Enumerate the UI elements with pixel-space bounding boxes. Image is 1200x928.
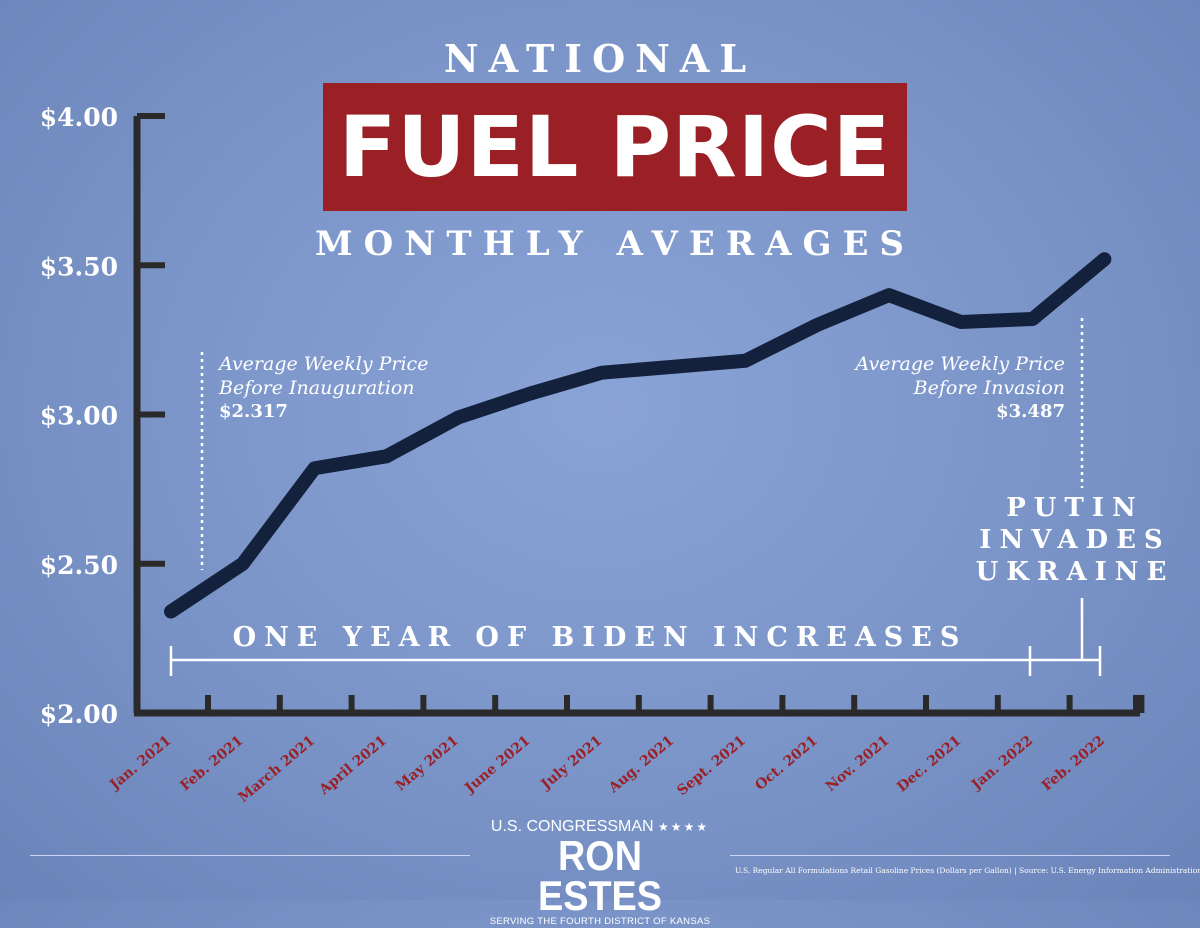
footer-divider-right	[730, 855, 1170, 856]
logo-name: RON ESTES	[538, 832, 662, 919]
data-point	[380, 450, 393, 463]
logo-tagline: SERVING THE FOURTH DISTRICT OF KANSAS	[489, 916, 711, 927]
x-tick-label: Dec. 2021	[894, 733, 964, 796]
x-tick-label: Feb. 2021	[177, 733, 246, 794]
x-tick-label: Nov. 2021	[823, 733, 893, 795]
title-national: NATIONAL	[443, 36, 757, 81]
x-tick-label: Feb. 2022	[1039, 733, 1108, 794]
source-note: U.S. Regular All Formulations Retail Gas…	[735, 866, 1200, 875]
chart-series	[164, 252, 1112, 619]
y-tick-label: $2.50	[40, 551, 118, 580]
chart-markers	[169, 318, 1102, 676]
x-tick-label: July 2021	[537, 733, 606, 794]
logo-title: U.S. CONGRESSMAN ★★★★	[480, 818, 720, 836]
putin-invades-ukraine-label: PUTIN INVADES UKRAINE	[970, 492, 1180, 588]
data-point	[1026, 312, 1039, 325]
x-tick-label: June 2021	[461, 733, 534, 798]
stars-icon: ★★★★	[658, 820, 710, 834]
annotation-value: $3.487	[996, 401, 1065, 422]
data-point	[165, 605, 177, 618]
data-point	[667, 360, 680, 373]
annotation-line2: Before Inauguration	[219, 377, 415, 399]
footer-divider-left	[30, 855, 470, 856]
x-tick-label: Jan. 2022	[967, 733, 1036, 794]
data-point	[883, 289, 895, 302]
y-tick-label: $3.00	[40, 402, 118, 431]
data-point	[524, 387, 536, 400]
annotation-line1: Average Weekly Price	[219, 353, 429, 375]
biden-span-label: ONE YEAR OF BIDEN INCREASES	[232, 622, 968, 653]
x-tick-label: Oct. 2021	[752, 733, 820, 794]
x-tick-label: Sept. 2021	[674, 733, 749, 799]
data-point	[954, 315, 967, 328]
title-monthly-averages: MONTHLY AVERAGES	[315, 224, 915, 264]
x-tick-label: May 2021	[393, 733, 462, 794]
data-point	[595, 366, 608, 379]
data-point	[236, 557, 249, 570]
annotation-line1: Average Weekly Price	[855, 353, 1065, 375]
y-tick-label: $2.00	[40, 700, 118, 729]
chart-axes	[133, 113, 1145, 717]
y-tick-label: $4.00	[40, 103, 118, 132]
data-point	[1098, 253, 1111, 266]
y-tick-labels: $2.00 $2.50 $3.00 $3.50 $4.00	[40, 103, 118, 729]
putin-line3: UKRAINE	[975, 557, 1175, 587]
putin-line1: PUTIN	[1006, 493, 1144, 523]
annotation-value: $2.317	[219, 401, 288, 422]
data-point	[811, 318, 824, 331]
data-point	[739, 354, 752, 367]
title-fuel-price: FUEL PRICE	[323, 83, 907, 211]
congressman-logo: U.S. CONGRESSMAN ★★★★ RON ESTES SERVING …	[480, 818, 720, 928]
annotation-before-invasion: Average Weekly Price Before Invasion $3.…	[825, 352, 1065, 424]
x-tick-label: March 2021	[235, 733, 318, 806]
putin-line2: INVADES	[979, 525, 1171, 555]
logo-line1: U.S. CONGRESSMAN	[490, 818, 654, 835]
y-tick-label: $3.50	[40, 252, 118, 281]
x-tick-label: Jan. 2021	[106, 733, 175, 794]
x-tick-label: April 2021	[316, 733, 390, 799]
annotation-before-inauguration: Average Weekly Price Before Inauguration…	[219, 352, 428, 424]
data-point	[452, 411, 465, 424]
price-line	[164, 252, 1112, 619]
data-point	[308, 462, 321, 475]
annotation-line2: Before Invasion	[913, 377, 1065, 399]
x-tick-label: Aug. 2021	[605, 733, 677, 797]
